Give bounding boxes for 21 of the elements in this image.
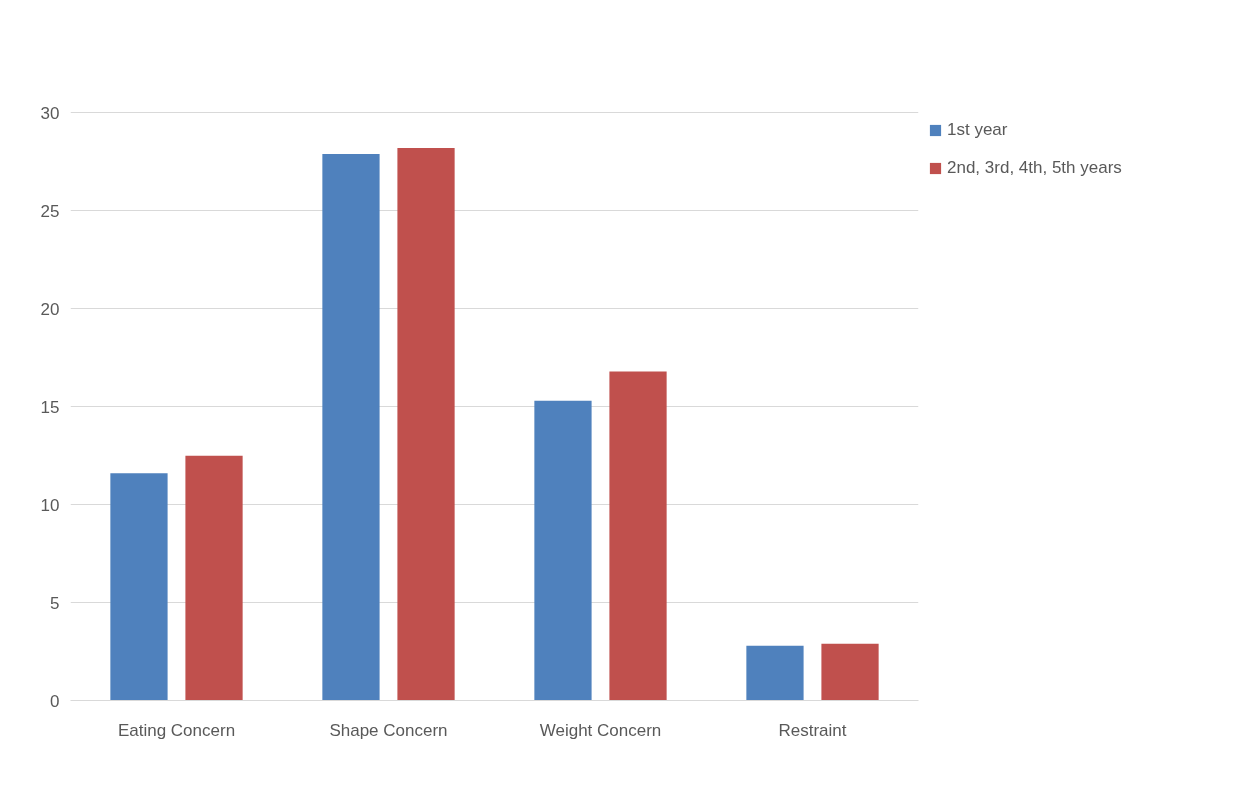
bar [609,371,667,701]
y-tick-label: 25 [40,201,60,221]
bar [534,400,592,701]
legend-label: 2nd, 3rd, 4th, 5th years [947,158,1122,178]
y-tick-label: 30 [40,103,60,123]
y-tick-label: 10 [40,495,60,515]
legend-label: 1st year [947,120,1008,140]
y-tick-label: 15 [40,397,60,417]
bar [397,148,455,701]
y-tick-label: 20 [40,299,60,319]
bar [746,645,804,701]
y-tick-label: 0 [50,691,60,711]
y-tick-label: 5 [50,593,60,613]
x-tick-label: Eating Concern [117,720,236,740]
x-tick-label: Weight Concern [539,720,662,740]
bar [821,643,879,701]
bar [322,153,380,701]
bar [185,455,243,701]
x-tick-label: Restraint [778,720,847,740]
bar [110,473,168,701]
x-tick-label: Shape Concern [329,720,448,740]
